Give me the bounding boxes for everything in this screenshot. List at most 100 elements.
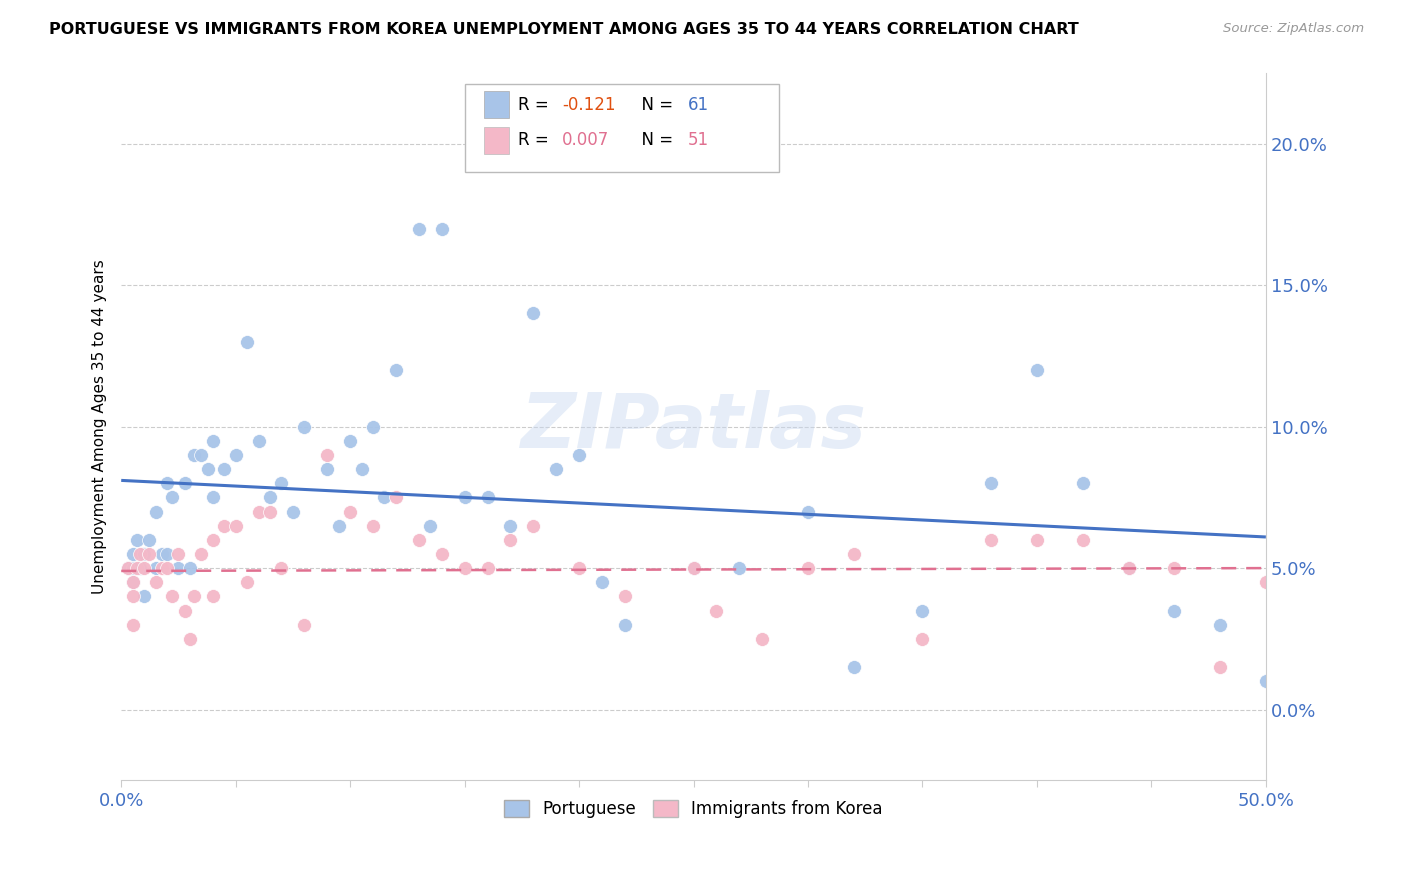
Point xyxy=(160,590,183,604)
Point xyxy=(1071,476,1094,491)
Point xyxy=(236,575,259,590)
Text: Source: ZipAtlas.com: Source: ZipAtlas.com xyxy=(1223,22,1364,36)
Point xyxy=(247,504,270,518)
Bar xyxy=(484,91,509,118)
Point xyxy=(797,504,820,518)
Point xyxy=(127,533,149,547)
Point xyxy=(522,518,544,533)
Point xyxy=(156,547,179,561)
Point xyxy=(453,561,475,575)
Point xyxy=(174,603,197,617)
Point xyxy=(197,462,219,476)
Point xyxy=(728,561,751,575)
Point xyxy=(121,575,143,590)
Text: N =: N = xyxy=(630,131,678,149)
Point xyxy=(259,491,281,505)
Point xyxy=(1118,561,1140,575)
Point xyxy=(190,547,212,561)
Point xyxy=(152,561,174,575)
Point xyxy=(430,221,453,235)
Point xyxy=(385,491,408,505)
Point xyxy=(212,462,235,476)
Point xyxy=(980,533,1002,547)
Point xyxy=(212,518,235,533)
Point xyxy=(546,462,568,476)
Point xyxy=(121,561,143,575)
Point xyxy=(201,491,224,505)
Point xyxy=(128,547,150,561)
Point xyxy=(1026,533,1049,547)
Point xyxy=(121,617,143,632)
Point xyxy=(292,617,315,632)
Point xyxy=(1209,660,1232,674)
Point xyxy=(842,547,865,561)
Point xyxy=(911,603,934,617)
Point xyxy=(156,561,179,575)
Point xyxy=(1254,575,1277,590)
Point xyxy=(270,476,292,491)
FancyBboxPatch shape xyxy=(464,84,779,172)
Bar xyxy=(484,127,509,153)
Point xyxy=(361,419,384,434)
Point xyxy=(408,533,430,547)
Point xyxy=(145,504,167,518)
Point xyxy=(281,504,304,518)
Point xyxy=(156,476,179,491)
Point xyxy=(167,561,190,575)
Point xyxy=(117,561,139,575)
Point xyxy=(373,491,395,505)
Point xyxy=(706,603,728,617)
Point xyxy=(419,518,441,533)
Point xyxy=(225,518,247,533)
Point xyxy=(190,448,212,462)
Text: PORTUGUESE VS IMMIGRANTS FROM KOREA UNEMPLOYMENT AMONG AGES 35 TO 44 YEARS CORRE: PORTUGUESE VS IMMIGRANTS FROM KOREA UNEM… xyxy=(49,22,1078,37)
Point xyxy=(152,547,174,561)
Point xyxy=(477,561,499,575)
Point xyxy=(613,617,636,632)
Point xyxy=(568,448,591,462)
Text: -0.121: -0.121 xyxy=(562,95,616,113)
Point xyxy=(339,504,361,518)
Text: 0.007: 0.007 xyxy=(562,131,609,149)
Point xyxy=(1209,617,1232,632)
Point xyxy=(328,518,350,533)
Point xyxy=(259,504,281,518)
Point xyxy=(453,491,475,505)
Point xyxy=(138,533,160,547)
Point xyxy=(145,561,167,575)
Point xyxy=(132,590,155,604)
Point xyxy=(127,561,149,575)
Point xyxy=(591,575,613,590)
Text: ZIPatlas: ZIPatlas xyxy=(520,390,866,464)
Point xyxy=(385,363,408,377)
Point xyxy=(292,419,315,434)
Legend: Portuguese, Immigrants from Korea: Portuguese, Immigrants from Korea xyxy=(498,794,890,825)
Text: N =: N = xyxy=(630,95,678,113)
Point xyxy=(201,590,224,604)
Point xyxy=(121,590,143,604)
Text: 51: 51 xyxy=(688,131,709,149)
Point xyxy=(201,533,224,547)
Point xyxy=(121,547,143,561)
Point xyxy=(145,575,167,590)
Point xyxy=(128,561,150,575)
Point xyxy=(751,632,773,646)
Point xyxy=(1071,533,1094,547)
Text: 61: 61 xyxy=(688,95,709,113)
Point xyxy=(499,533,522,547)
Point xyxy=(980,476,1002,491)
Point xyxy=(842,660,865,674)
Point xyxy=(682,561,704,575)
Point xyxy=(430,547,453,561)
Point xyxy=(174,476,197,491)
Text: R =: R = xyxy=(519,95,554,113)
Point xyxy=(682,561,704,575)
Point xyxy=(179,561,201,575)
Point xyxy=(183,448,205,462)
Point xyxy=(499,518,522,533)
Point xyxy=(339,434,361,448)
Point xyxy=(138,547,160,561)
Point xyxy=(167,547,190,561)
Point xyxy=(117,561,139,575)
Point xyxy=(522,306,544,320)
